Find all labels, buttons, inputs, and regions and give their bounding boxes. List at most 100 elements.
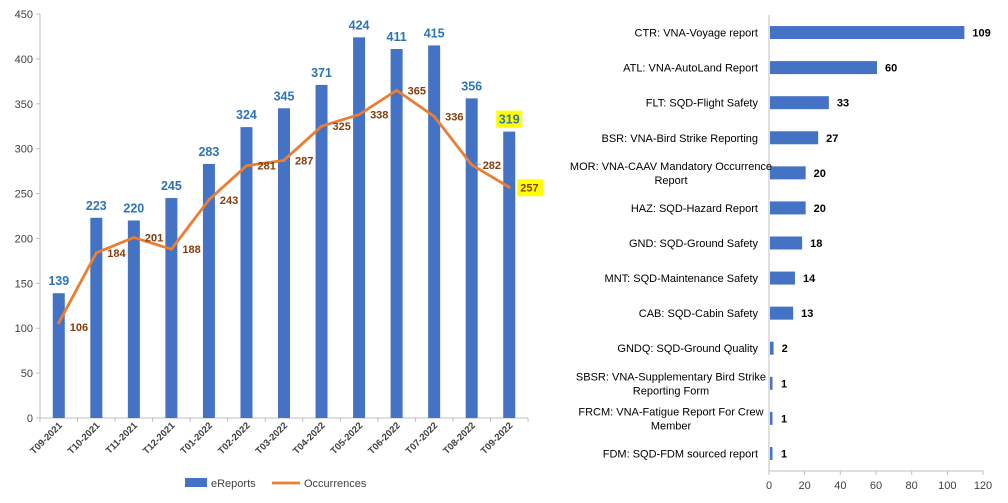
h-bar [770,236,803,250]
h-category-label: GND: SQD-Ground Safety [629,238,758,250]
line-label-occurrences: 282 [483,160,501,172]
h-x-tick-label: 20 [799,480,811,492]
h-bar-value-label: 1 [781,413,787,425]
line-label-occurrences: 184 [107,248,126,260]
h-category-label: Report [654,175,687,187]
line-label-occurrences: 325 [333,121,351,133]
bar-ereports [428,45,441,419]
h-category-label: Member [651,420,692,432]
h-category-label: FRCM: VNA-Fatigue Report For Crew [578,406,763,418]
h-bar [770,271,795,285]
line-label-occurrences: 257 [520,182,538,194]
bar-ereports [353,37,366,418]
x-tick-label: T07-2022 [404,420,441,457]
x-tick-label: T09-2021 [28,420,65,457]
h-bar-value-label: 1 [781,448,787,460]
x-tick-label: T01-2022 [179,420,216,457]
bar-ereports [165,198,178,418]
bar-label-ereports: 415 [424,26,445,40]
h-category-label: CTR: VNA-Voyage report [635,28,759,40]
h-x-tick-label: 120 [974,480,992,492]
line-label-occurrences: 106 [70,322,88,334]
h-bar-value-label: 33 [837,98,849,110]
h-category-label: FLT: SQD-Flight Safety [646,98,759,110]
h-category-label: GNDQ: SQD-Ground Quality [617,343,758,355]
h-bar [770,411,773,425]
y-tick-label: 50 [21,368,33,380]
bar-ereports [90,217,103,418]
line-point-occurrences [132,236,136,240]
bar-label-ereports: 283 [198,145,219,159]
bar-label-ereports: 223 [86,199,107,213]
bar-ereports [240,127,253,419]
h-bar [770,131,819,145]
line-label-occurrences: 281 [257,161,275,173]
h-category-label: ATL: VNA-AutoLand Report [623,63,758,75]
legend-swatch-ereports [185,478,207,487]
bar-label-highlight [496,110,523,128]
h-bar-value-label: 13 [801,308,813,320]
h-category-label: SBSR: VNA-Supplementary Bird Strike [576,371,766,383]
h-bar [770,341,774,355]
h-bar [770,446,773,460]
h-bar [770,26,965,40]
line-point-occurrences [169,247,173,251]
bar-label-ereports: 345 [274,89,295,103]
y-tick-label: 250 [15,189,33,201]
y-tick-label: 400 [15,54,33,66]
y-tick-label: 100 [15,323,33,335]
line-label-occurrences: 243 [220,195,238,207]
bar-ereports [315,84,328,419]
line-point-occurrences [357,113,361,117]
y-tick-label: 350 [15,99,33,111]
h-bar-value-label: 20 [814,203,826,215]
line-label-occurrences: 201 [145,233,163,245]
h-category-label: MOR: VNA-CAAV Mandatory Occurrence [570,161,772,173]
x-tick-label: T05-2022 [329,420,366,457]
bar-ereports [465,98,478,418]
y-tick-label: 450 [15,9,33,21]
h-bar [770,201,806,215]
h-bar [770,376,773,390]
h-bar-value-label: 60 [885,63,897,75]
x-tick-label: T02-2022 [216,420,253,457]
h-bar-value-label: 109 [972,28,990,40]
bar-label-ereports: 371 [311,66,332,80]
x-tick-label: T06-2022 [366,420,403,457]
line-label-highlight [517,179,544,197]
h-x-tick-label: 0 [766,480,772,492]
h-category-label: MNT: SQD-Maintenance Safety [605,273,759,285]
line-point-occurrences [207,198,211,202]
line-label-occurrences: 365 [408,85,426,97]
h-bar-value-label: 20 [814,168,826,180]
line-label-occurrences: 188 [182,244,200,256]
bar-label-ereports: 220 [123,201,144,215]
h-bar [770,306,794,320]
line-label-occurrences: 287 [295,155,313,167]
x-tick-label: T10-2021 [66,420,103,457]
line-label-occurrences: 338 [370,110,388,122]
legend-label-occurrences: Occurrences [304,478,367,490]
bar-ereports [52,293,65,418]
bar-label-ereports: 424 [349,18,370,32]
h-category-label: Reporting Form [633,385,709,397]
bar-label-ereports: 324 [236,108,257,122]
bar-ereports [390,49,403,418]
x-tick-label: T12-2021 [141,420,178,457]
bar-label-ereports: 245 [161,179,182,193]
y-tick-label: 300 [15,144,33,156]
h-category-label: CAB: SQD-Cabin Safety [639,308,759,320]
bar-label-ereports: 319 [499,113,520,127]
bar-ereports [503,131,516,418]
h-bar-value-label: 1 [781,378,787,390]
h-x-tick-label: 40 [834,480,846,492]
h-category-label: FDM: SQD-FDM sourced report [603,448,758,460]
bar-label-ereports: 356 [461,79,482,93]
h-bar-value-label: 27 [826,133,838,145]
line-point-occurrences [94,251,98,255]
line-point-occurrences [57,321,61,325]
bar-label-ereports: 411 [387,30,407,44]
h-category-label: HAZ: SQD-Hazard Report [631,203,758,215]
